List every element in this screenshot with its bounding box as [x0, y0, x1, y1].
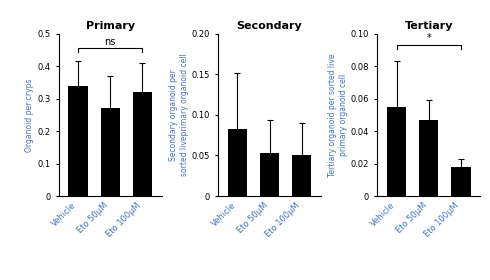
Bar	[69, 86, 88, 196]
Title: Secondary: Secondary	[237, 22, 302, 31]
Title: Tertiary: Tertiary	[405, 22, 453, 31]
Bar	[292, 155, 311, 196]
Text: *: *	[426, 33, 431, 43]
Text: ns: ns	[104, 37, 116, 46]
Bar	[100, 108, 120, 196]
Bar	[260, 153, 279, 196]
Title: Primary: Primary	[86, 22, 135, 31]
Y-axis label: Tertiary organoid per sorted live
primary organoid cell: Tertiary organoid per sorted live primar…	[328, 53, 348, 177]
Bar	[133, 92, 152, 196]
Bar	[387, 107, 406, 196]
Bar	[228, 129, 247, 196]
Y-axis label: Organoid per cryps: Organoid per cryps	[25, 78, 34, 151]
Bar	[451, 167, 470, 196]
Y-axis label: Secondary organoid per
sorted liveprimary organoid cell: Secondary organoid per sorted liveprimar…	[169, 53, 189, 176]
Bar	[419, 120, 439, 196]
